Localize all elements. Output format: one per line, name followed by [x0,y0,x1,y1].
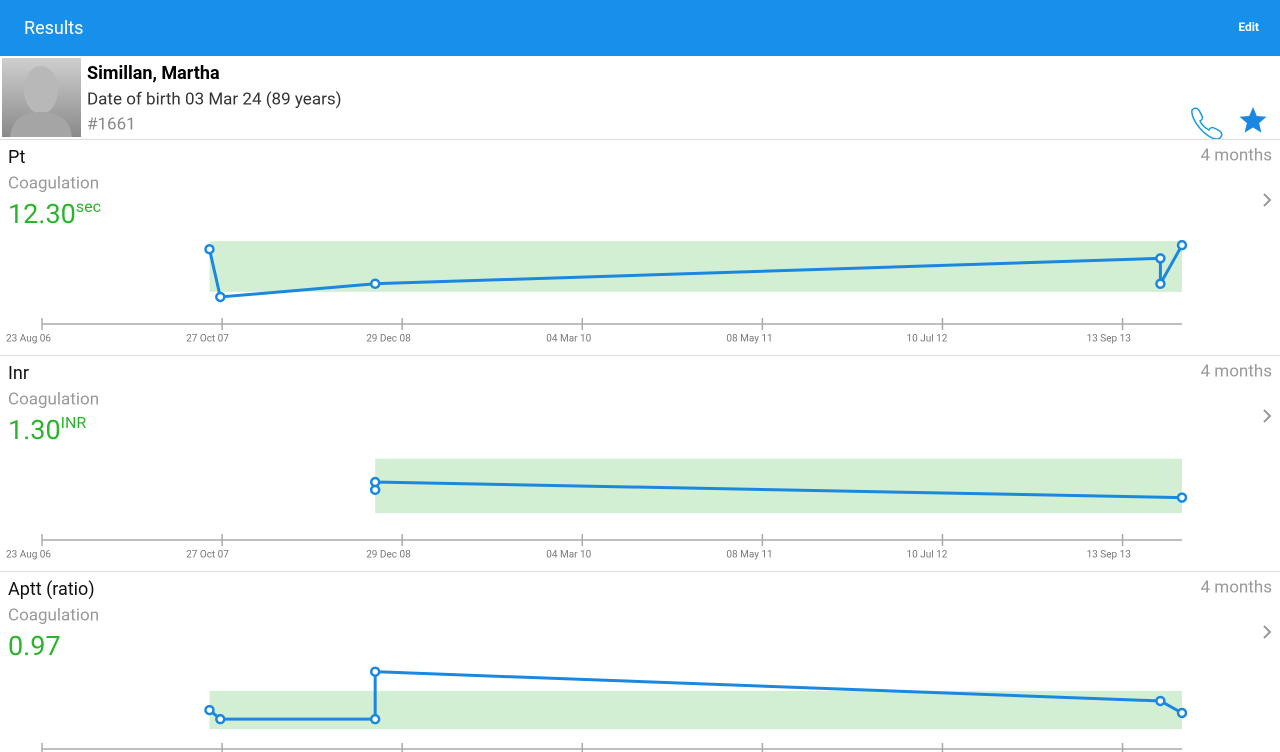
result-line [208,244,1184,299]
result-name: Pt [8,147,25,168]
result-point [1155,278,1166,289]
patient-dob: Date of birth 03 Mar 24 (89 years) [87,89,342,109]
result-item[interactable]: Aptt (ratio) Coagulation 0.97 4 months [8,577,1272,752]
result-point [369,476,381,488]
patient-name: Simillan, Martha [87,63,220,84]
result-point [204,243,215,255]
result-category: Coagulation [8,605,99,625]
result-point [215,713,226,725]
x-tick-label: 29 Dec 08 [366,334,411,345]
result-value: 1.30INR [8,413,86,446]
result-item[interactable]: Pt Coagulation 12.30sec 4 months 23 Aug 06 27… [0,145,1280,356]
result-category: Coagulation [8,173,99,193]
result-point [1155,253,1166,264]
chevron [1263,625,1272,639]
result-name: Inr [8,363,29,384]
x-tick-label: 23 Aug 06 [6,334,51,345]
x-tick-label: 27 Oct 07 [186,334,229,345]
result-point [1155,695,1166,707]
result-point [369,666,381,677]
result-point [204,704,215,716]
result-point [369,713,381,725]
x-tick-label: 04 Mar 10 [546,334,591,345]
app-title: Results [24,18,83,39]
result-point [369,278,381,289]
result-category: Coagulation [8,389,99,409]
x-tick-label: 23 Aug 06 [6,550,51,561]
value-unit: sec [76,197,101,216]
chevron [1263,409,1272,423]
x-tick-label: 08 May 11 [726,334,772,345]
result-name: Aptt (ratio) [8,579,95,600]
chevron [1263,193,1272,207]
normal-range [375,458,1182,514]
result-point [215,291,226,303]
result-period: 4 months [1201,577,1272,597]
app-bar [0,0,1280,56]
x-tick-label: 10 Jul 12 [906,334,947,345]
x-tick-label: 10 Jul 12 [906,550,947,561]
edit-button[interactable]: Edit [1238,20,1259,34]
result-value: 0.97 [8,630,61,662]
result-value: 12.30sec [8,197,101,230]
x-tick-label: 08 May 11 [726,550,772,561]
result-period: 4 months [1201,361,1272,381]
value-unit: INR [61,413,87,432]
result-point [1176,707,1188,719]
call-button[interactable] [1191,107,1223,140]
value-number: 1.30 [8,414,61,446]
result-point [1176,492,1188,503]
x-tick-label: 13 Sep 13 [1087,550,1131,561]
value-number: 0.97 [8,630,61,662]
result-item[interactable]: Inr Coagulation 1.30INR 4 months 23 Aug 06 27… [0,361,1280,572]
value-number: 12.30 [8,198,76,230]
x-tick-label: 29 Dec 08 [366,550,411,561]
favorite-button[interactable] [1239,107,1267,133]
x-tick-label: 27 Oct 07 [186,550,229,561]
avatar [2,58,81,137]
x-tick-label: 13 Sep 13 [1087,334,1131,345]
result-period: 4 months [1201,145,1272,165]
patient-id: #1661 [87,114,136,134]
result-point [1176,239,1188,251]
x-tick-label: 04 Mar 10 [546,550,591,561]
